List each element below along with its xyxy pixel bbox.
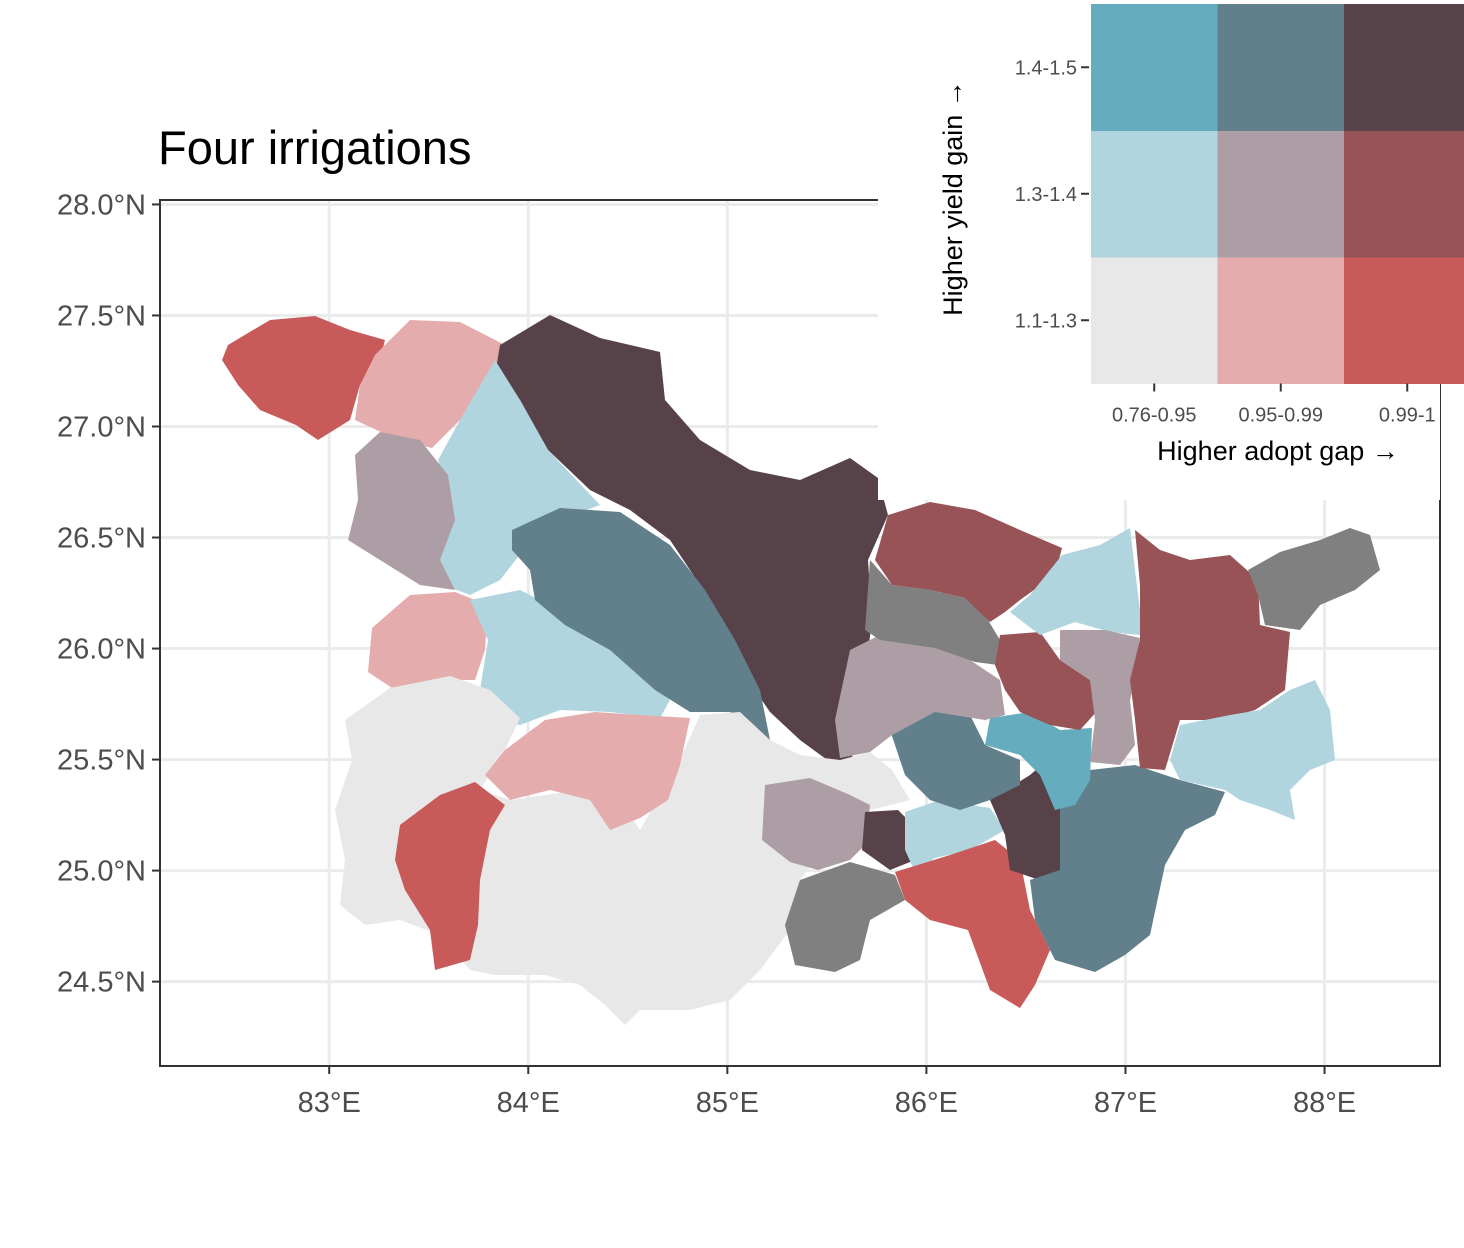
legend-cell [1217, 130, 1345, 258]
region-mauve-west [348, 432, 455, 590]
region-lightblue-east [1170, 680, 1335, 820]
region-dark-se [990, 762, 1065, 882]
y-tick-label: 25.0°N [57, 856, 146, 888]
legend-y-label: 1.3-1.4 [1015, 184, 1077, 206]
region-pink-south [485, 712, 690, 830]
y-tick-label: 26.5°N [57, 523, 146, 555]
region-slate-center [890, 710, 1020, 810]
legend-cell [1217, 257, 1345, 384]
region-lightblue-ne [1010, 528, 1140, 635]
region-blue-mid [985, 712, 1092, 810]
legend-x-label: 0.99-1 [1379, 405, 1436, 427]
region-mauve-center [835, 635, 1005, 758]
y-tick-label: 27.5°N [57, 300, 146, 332]
region-mauve-east [1060, 630, 1140, 765]
x-tick-label: 83°E [298, 1087, 361, 1119]
legend-cell [1344, 130, 1464, 258]
region-grey-south [785, 862, 905, 972]
region-lightgrey-south [335, 676, 910, 1025]
x-tick-label: 85°E [696, 1087, 759, 1119]
y-tick-label: 26.0°N [57, 634, 146, 666]
legend-cell [1091, 257, 1218, 384]
y-tick-label: 28.0°N [57, 189, 146, 221]
panel-border [159, 199, 1441, 1067]
chart-title: Four irrigations [158, 121, 471, 174]
legend-cell [1217, 4, 1345, 131]
region-grey-ne [1248, 528, 1380, 630]
legend-x-label: 0.76-0.95 [1112, 405, 1197, 427]
region-dark-small [862, 810, 918, 870]
y-tick-label: 27.0°N [57, 411, 146, 443]
region-n-pink [355, 320, 505, 448]
y-tick-label: 24.5°N [57, 967, 146, 999]
region-slate-middle [512, 508, 770, 740]
x-tick-label: 84°E [497, 1087, 560, 1119]
legend-labels: 0.76-0.95 0.95-0.99 0.99-1 1.1-1.3 1.3-1.4 1.… [1015, 57, 1436, 426]
legend-x-title: Higher adopt gap → [1157, 436, 1399, 466]
region-lightblue-south [905, 800, 1005, 872]
region-brown-north [875, 502, 1062, 622]
legend-grid [1091, 4, 1464, 384]
legend-cell [1091, 130, 1218, 258]
region-dark-north [495, 315, 888, 762]
region-nw-red [222, 316, 385, 440]
legend-x-label: 0.95-0.99 [1238, 405, 1323, 427]
y-tick-label: 25.5°N [57, 745, 146, 777]
region-brown-mid [995, 632, 1098, 730]
axis-ticks: 83°E 84°E 85°E 86°E 87°E 88°E 24.5°N 25.0°N 25.5… [57, 189, 1356, 1119]
region-slate-se [1030, 765, 1225, 972]
legend-y-label: 1.4-1.5 [1015, 57, 1077, 79]
legend-y-title: Higher yield gain → [938, 80, 968, 316]
region-red-sw [395, 782, 505, 970]
legend-cell [1091, 4, 1218, 131]
region-red-se [895, 840, 1050, 1008]
region-pink-west [368, 592, 488, 690]
region-grey-center [865, 560, 1000, 665]
region-brown-east [1130, 530, 1290, 770]
legend-cell [1344, 4, 1464, 131]
region-mauve-south [762, 778, 870, 870]
bivariate-legend: 0.76-0.95 0.95-0.99 0.99-1 1.1-1.3 1.3-1.4 1.… [878, 0, 1464, 500]
x-tick-label: 88°E [1293, 1087, 1356, 1119]
legend-y-label: 1.1-1.3 [1015, 310, 1077, 332]
legend-cell [1344, 257, 1464, 384]
x-tick-label: 86°E [895, 1087, 958, 1119]
region-lightblue-central [470, 590, 670, 725]
region-lightblue-west [425, 360, 600, 595]
x-tick-label: 87°E [1094, 1087, 1157, 1119]
district-regions [222, 315, 1380, 1025]
